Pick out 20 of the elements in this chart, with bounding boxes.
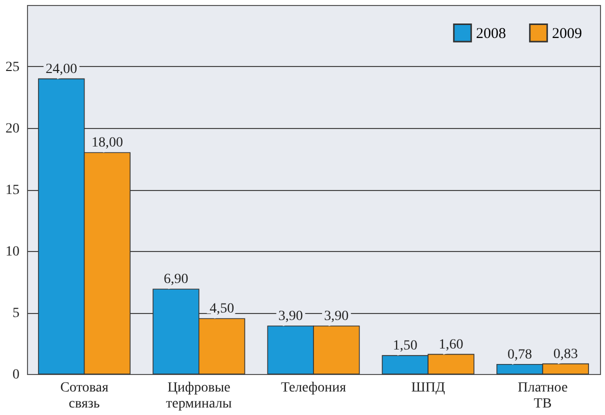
x-tick-label: Цифровые терминалы xyxy=(166,380,232,412)
data-label: 0,78 xyxy=(508,347,532,362)
x-tick-label: Сотовая связь xyxy=(60,380,109,412)
y-tick-label: 5 xyxy=(12,306,20,321)
legend-label: 2008 xyxy=(476,26,506,42)
x-tick-label: Платное ТВ xyxy=(518,380,568,412)
data-label: 0,83 xyxy=(553,346,578,362)
y-tick-label: 25 xyxy=(6,60,20,75)
data-label: 1,60 xyxy=(438,337,464,352)
data-label: 1,50 xyxy=(392,338,418,354)
legend-label: 2009 xyxy=(552,26,582,42)
x-tick-label: ШПД xyxy=(411,380,446,396)
y-tick-label: 0 xyxy=(12,368,20,382)
data-label: 18,00 xyxy=(91,136,123,151)
data-label: 6,90 xyxy=(164,272,188,288)
data-label: 4,50 xyxy=(210,302,234,317)
y-tick-label: 10 xyxy=(6,244,20,260)
y-tick-label: 20 xyxy=(6,122,20,136)
y-tick-label: 15 xyxy=(6,183,20,198)
x-tick-label: Телефония xyxy=(280,380,347,396)
